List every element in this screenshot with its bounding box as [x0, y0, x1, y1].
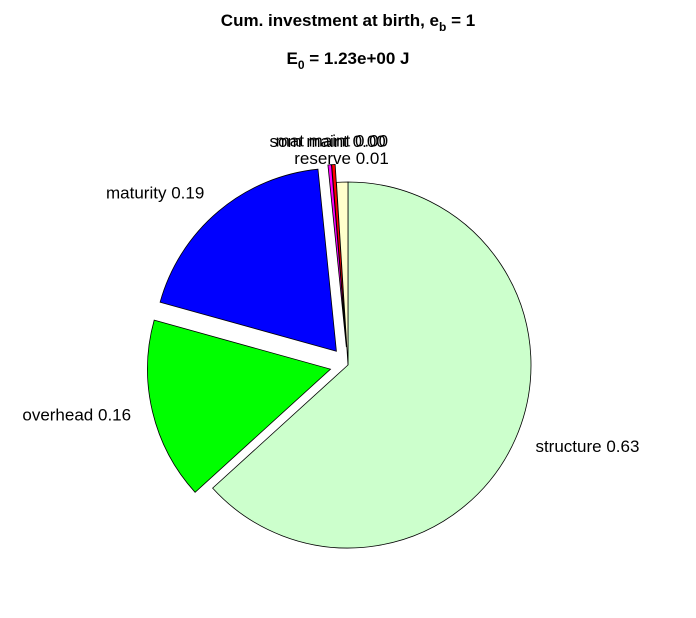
- slice-name: mat maint: [276, 132, 351, 151]
- slice-label: structure 0.63: [535, 437, 639, 456]
- slice-value: 0.16: [98, 406, 131, 425]
- slice-value: 0.01: [356, 150, 389, 169]
- slice-value: 0.63: [606, 437, 639, 456]
- slice-name: structure: [535, 437, 601, 456]
- title-subscript: b: [439, 20, 446, 34]
- slice-label: mat maint 0.00: [276, 132, 388, 151]
- slice-label: som maint 0.00: [270, 132, 386, 151]
- slice-value: 0.00: [353, 132, 386, 151]
- slice-label: reserve 0.01: [294, 150, 389, 169]
- subtitle-subscript: 0: [298, 58, 305, 72]
- slice-label: overhead 0.16: [22, 406, 131, 425]
- pie-slice: [212, 181, 532, 549]
- slice-value: 0.00: [355, 132, 388, 151]
- slice-name: reserve: [294, 150, 351, 169]
- slice-value: 0.19: [171, 184, 204, 203]
- slice-name: som maint: [270, 132, 349, 151]
- pie-slice: [331, 163, 348, 348]
- chart-title: Cum. investment at birth, eb = 1: [221, 11, 475, 34]
- slice-label: maturity 0.19: [106, 184, 204, 203]
- chart-subtitle: E0 = 1.23e+00 J: [287, 49, 410, 72]
- subtitle-part: E: [287, 49, 298, 68]
- pie-slice: [147, 319, 332, 493]
- slice-name: maturity: [106, 184, 167, 203]
- title-part: Cum. investment at birth, e: [221, 11, 439, 30]
- pie-slice: [336, 181, 349, 366]
- pie-slice: [159, 168, 337, 352]
- slice-name: overhead: [22, 406, 93, 425]
- title-part: = 1: [446, 11, 475, 30]
- subtitle-part: = 1.23e+00 J: [305, 49, 410, 68]
